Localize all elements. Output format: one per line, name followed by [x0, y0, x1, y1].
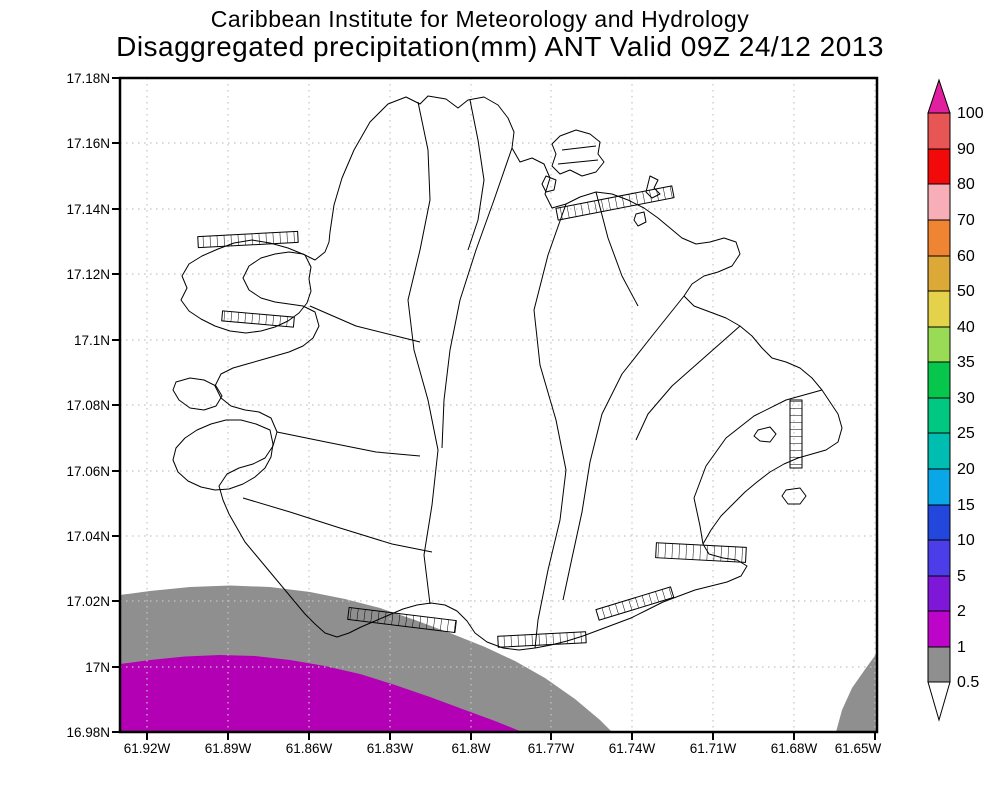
y-axis-label: 17.14N [66, 202, 110, 217]
colorbar-label: 100 [957, 105, 984, 122]
colorbar-label: 5 [957, 568, 966, 585]
y-axis-label: 17.02N [66, 594, 110, 609]
y-axis-ticks [112, 77, 120, 733]
colorbar-labels: 100 90 80 70 60 50 40 35 30 25 20 15 10 … [957, 105, 984, 691]
colorbar-label: 0.5 [957, 674, 979, 691]
x-axis-label: 61.83W [367, 741, 414, 756]
gridlines [120, 78, 877, 732]
y-axis-label: 17.16N [66, 136, 110, 151]
colorbar-label: 60 [957, 248, 975, 265]
colorbar-label: 50 [957, 283, 975, 300]
colorbar-label: 30 [957, 390, 975, 407]
x-axis-label: 61.89W [205, 741, 252, 756]
y-axis-label: 17.06N [66, 464, 110, 479]
colorbar-segment [927, 326, 951, 363]
x-axis-ticks [146, 732, 876, 740]
colorbar-segment [927, 610, 951, 648]
island-west-small-cluster [172, 377, 223, 411]
y-axis-label: 17.1N [74, 333, 110, 348]
y-axis-label: 17.04N [66, 529, 110, 544]
colorbar-segment [927, 468, 951, 506]
x-axis-label: 61.71W [690, 741, 737, 756]
colorbar-label: 35 [957, 354, 975, 371]
y-axis-label: 17N [85, 660, 110, 675]
x-axis-label: 61.65W [835, 741, 882, 756]
island-west-lobe [172, 419, 274, 491]
colorbar-label: 90 [957, 141, 975, 158]
y-axis-label: 16.98N [66, 725, 110, 740]
colorbar-label: 10 [957, 532, 975, 549]
figure-title-line1: Caribbean Institute for Meteorology and … [211, 6, 749, 32]
colorbar-label: 15 [957, 497, 975, 514]
colorbar-segment [927, 290, 951, 328]
colorbar-segment [927, 432, 951, 470]
colorbar-label: 20 [957, 461, 975, 478]
y-axis-label: 17.08N [66, 398, 110, 413]
x-axis-label: 61.68W [771, 741, 818, 756]
shaded-area-magenta [120, 655, 522, 732]
colorbar-segment [927, 361, 951, 399]
colorbar-segment [927, 112, 951, 150]
colorbar-segment [927, 148, 951, 185]
y-axis-label: 17.18N [66, 71, 110, 86]
colorbar-segment [927, 646, 951, 683]
colorbar-label: 40 [957, 319, 975, 336]
precip-shading-layer [120, 585, 877, 732]
x-axis-label: 61.92W [124, 741, 171, 756]
watershed-boundaries [242, 99, 823, 649]
colorbar-segment [927, 504, 951, 541]
colorbar-label: 1 [957, 639, 966, 656]
colorbar-label: 70 [957, 212, 975, 229]
colorbar-segment [927, 397, 951, 434]
colorbar-segment [927, 255, 951, 292]
x-axis-label: 61.8W [451, 741, 490, 756]
coastal-grid-cells [197, 185, 803, 648]
figure-title-line2: Disaggregated precipitation(mm) ANT Vali… [116, 31, 884, 62]
y-axis-labels: 17.18N 17.16N 17.14N 17.12N 17.1N 17.08N… [66, 71, 110, 740]
x-axis-label: 61.74W [609, 741, 656, 756]
shaded-area-gray-corner [836, 653, 877, 732]
colorbar-segment [927, 575, 951, 612]
offshore-islets [541, 129, 807, 505]
colorbar-arrow-bottom [927, 681, 951, 722]
colorbar-label: 80 [957, 176, 975, 193]
y-axis-label: 17.12N [66, 267, 110, 282]
colorbar-segment [927, 219, 951, 257]
x-axis-labels: 61.92W 61.89W 61.86W 61.83W 61.8W 61.77W… [124, 741, 882, 756]
colorbar-segment [927, 183, 951, 221]
colorbar-segment [927, 539, 951, 577]
x-axis-label: 61.77W [528, 741, 575, 756]
colorbar: 100 90 80 70 60 50 40 35 30 25 20 15 10 … [927, 78, 984, 722]
colorbar-label: 2 [957, 603, 966, 620]
island-outline-layer [172, 95, 843, 651]
colorbar-label: 25 [957, 425, 975, 442]
x-axis-label: 61.86W [286, 741, 333, 756]
